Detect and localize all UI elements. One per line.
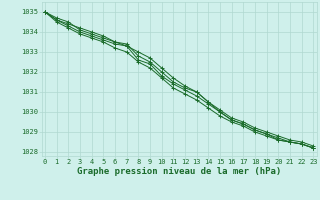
X-axis label: Graphe pression niveau de la mer (hPa): Graphe pression niveau de la mer (hPa) bbox=[77, 167, 281, 176]
